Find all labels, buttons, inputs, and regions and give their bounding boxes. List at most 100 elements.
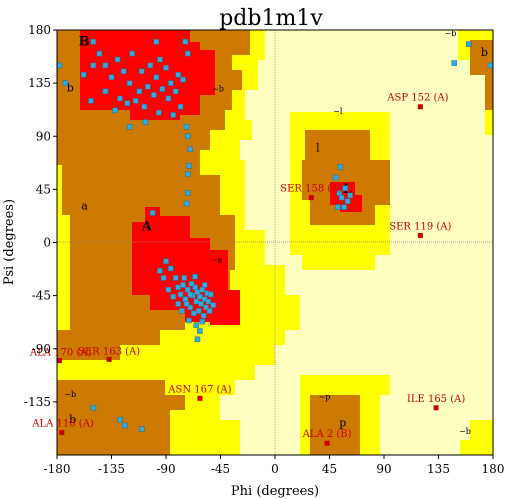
residue-annotation: SER 119 (A) (389, 221, 451, 232)
y-axis-ticks: -135 -90 -45 0 45 90 135 180 (24, 23, 57, 409)
x-tick-label: 45 (322, 462, 337, 476)
residue-point (136, 88, 143, 95)
region-label: b (69, 413, 76, 426)
residue-point (177, 291, 184, 298)
residue-point (183, 301, 190, 307)
residue-point (185, 286, 191, 293)
x-tick-label: -45 (211, 462, 230, 476)
residue-point (96, 50, 103, 57)
region-label: ~b (445, 29, 457, 38)
residue-annotation: ALA 170 (A) (29, 348, 92, 359)
residue-annotation: ASN 167 (A) (167, 384, 231, 395)
region-label: A (141, 220, 153, 235)
residue-point (202, 282, 208, 288)
residue-point (194, 289, 201, 295)
residue-point (193, 298, 200, 305)
residue-point (205, 298, 212, 305)
residue-point (347, 192, 353, 199)
x-tick-label: 90 (376, 462, 391, 476)
residue-point (170, 112, 177, 118)
residue-point (163, 65, 169, 71)
residue-point (187, 304, 193, 311)
y-axis-label: Psi (degrees) (2, 199, 17, 285)
region-label: a (81, 199, 88, 212)
residue-point (139, 426, 145, 432)
residue-point (338, 194, 345, 201)
residue-point (90, 39, 97, 45)
residue-point (186, 317, 192, 324)
residue-point (187, 146, 193, 152)
residue-point (341, 204, 347, 210)
residue-point (126, 80, 133, 86)
residue-point (194, 336, 201, 343)
residue-point (56, 62, 63, 69)
residue-point (182, 296, 189, 302)
residue-point (165, 286, 172, 293)
residue-point (451, 60, 457, 66)
residue-point (159, 86, 166, 92)
residue-point (147, 62, 154, 69)
residue-point (203, 304, 209, 311)
flagged-residue-point (106, 356, 112, 362)
residue-point (197, 328, 203, 334)
flagged-residue-point (308, 195, 314, 201)
residue-point (175, 284, 181, 291)
residue-point (199, 286, 206, 293)
residue-point (102, 88, 109, 95)
residue-point (180, 76, 186, 83)
residue-point (149, 210, 156, 216)
residue-point (185, 190, 191, 196)
residue-point (188, 281, 195, 287)
residue-point (151, 92, 157, 98)
residue-annotations: ASP 152 (A) SER 158 (A) SER 119 (A) ALA 170… (29, 93, 466, 440)
residue-point (178, 308, 185, 314)
y-tick-label: 135 (28, 76, 51, 90)
residue-annotation: ALA 110 (A) (31, 419, 94, 430)
residue-point (153, 74, 160, 80)
residue-point (197, 294, 203, 300)
flagged-residue-point (59, 430, 65, 436)
x-tick-label: 135 (427, 462, 450, 476)
allowed-region-top-right (470, 40, 493, 110)
residue-point (198, 301, 204, 307)
residue-point (183, 200, 190, 207)
residue-point (108, 74, 115, 80)
residue-point (181, 275, 187, 281)
residue-point (117, 416, 123, 423)
residue-point (160, 275, 167, 281)
flagged-residue-point (324, 440, 330, 446)
region-label: ~p (319, 393, 331, 402)
x-tick-label: -90 (156, 462, 175, 476)
residue-annotation: SER 158 (A) (280, 184, 342, 195)
residue-point (199, 318, 206, 325)
residue-point (145, 83, 151, 90)
residue-point (155, 109, 162, 116)
residue-point (112, 107, 118, 114)
region-label: ~b (212, 84, 224, 93)
residue-point (142, 119, 149, 125)
flagged-residue-point (56, 358, 62, 364)
y-tick-label: 180 (28, 23, 51, 37)
residue-annotation: ASP 152 (A) (386, 93, 448, 104)
residue-point (90, 405, 97, 411)
residue-point (90, 62, 97, 69)
residue-point (172, 275, 179, 281)
region-label: ~b (64, 390, 76, 399)
region-label: ~l (333, 107, 343, 116)
y-tick-label: 45 (36, 182, 51, 196)
x-tick-label: 0 (271, 462, 279, 476)
residue-point (139, 68, 145, 75)
residue-point (187, 291, 193, 298)
residue-point (114, 56, 121, 63)
residue-point (117, 95, 123, 102)
flagged-residue-point (197, 395, 203, 401)
residue-point (337, 164, 344, 170)
residue-annotation: ILE 165 (A) (407, 394, 465, 405)
residue-point (126, 124, 133, 130)
x-axis-label: Phi (degrees) (231, 484, 319, 499)
residue-point (88, 98, 94, 104)
residue-point (185, 50, 191, 57)
residue-point (185, 133, 191, 139)
residue-point (168, 80, 174, 86)
residue-point (163, 258, 169, 265)
